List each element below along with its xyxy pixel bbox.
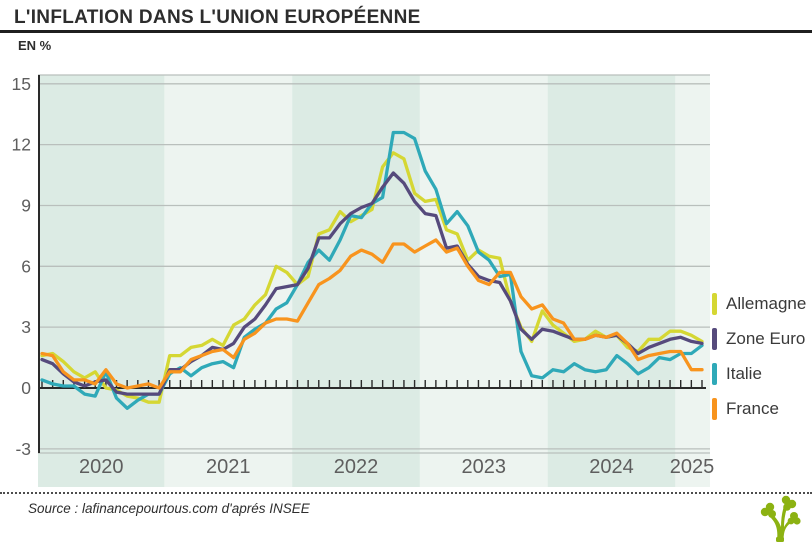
x-year-label-2023: 2023 bbox=[462, 456, 507, 478]
x-year-label-2020: 2020 bbox=[79, 456, 124, 478]
series-line-allemagne bbox=[40, 151, 704, 404]
x-year-label-2021: 2021 bbox=[206, 456, 251, 478]
y-tick-label-12: 12 bbox=[12, 135, 31, 155]
legend-label: France bbox=[726, 399, 779, 418]
x-year-label-2025: 2025 bbox=[670, 456, 715, 478]
year-band-2024 bbox=[547, 75, 676, 487]
title-underline bbox=[0, 30, 812, 33]
inflation-chart-svg: 15 12 9 6 3 0 -3 2020 2021 2022 2023 2024 2025 bbox=[12, 74, 715, 487]
legend-swatch-icon bbox=[712, 293, 717, 315]
y-tick-label-6: 6 bbox=[21, 256, 31, 276]
legend-item-italie: Italie bbox=[712, 363, 812, 385]
footer-dotted-divider bbox=[0, 492, 812, 494]
y-tick-label-0: 0 bbox=[21, 378, 31, 398]
y-tick-label-3: 3 bbox=[21, 317, 31, 337]
inflation-chart: 15 12 9 6 3 0 -3 2020 2021 2022 2023 2024 2025 bbox=[0, 58, 812, 490]
page-title: L'INFLATION DANS L'UNION EUROPÉENNE bbox=[14, 7, 421, 28]
x-year-label-2024: 2024 bbox=[589, 456, 634, 478]
legend-item-allemagne: Allemagne bbox=[712, 293, 812, 315]
legend-label: Zone Euro bbox=[726, 329, 806, 348]
year-band-2020 bbox=[38, 75, 165, 487]
y-tick-label-9: 9 bbox=[21, 195, 31, 215]
source-caption: Source : lafinancepourtous.com d'aprés I… bbox=[28, 501, 310, 516]
y-tick-label--3: -3 bbox=[15, 439, 31, 459]
legend-item-zone-euro: Zone Euro bbox=[712, 328, 812, 350]
y-tick-label-15: 15 bbox=[12, 74, 31, 94]
x-year-label-2022: 2022 bbox=[334, 456, 379, 478]
chart-legend: Allemagne Zone Euro Italie France bbox=[712, 293, 812, 433]
legend-swatch-icon bbox=[712, 363, 717, 385]
legend-swatch-icon bbox=[712, 328, 717, 350]
legend-swatch-icon bbox=[712, 398, 717, 420]
y-axis-unit-label: EN % bbox=[18, 38, 52, 53]
legend-label: Italie bbox=[726, 364, 762, 383]
year-band-2021 bbox=[164, 75, 293, 487]
legend-label: Allemagne bbox=[726, 294, 807, 313]
tree-logo-icon bbox=[760, 495, 801, 542]
year-band-2022 bbox=[292, 75, 420, 487]
year-band-2025 bbox=[675, 75, 710, 487]
series-line-france bbox=[40, 238, 704, 390]
legend-item-france: France bbox=[712, 398, 812, 420]
